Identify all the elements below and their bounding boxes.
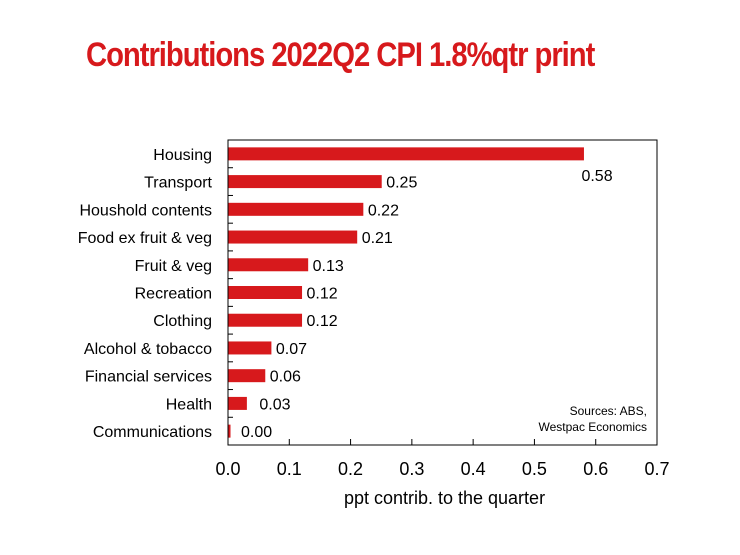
value-label: 0.00 [241,424,272,441]
x-tick-label: 0.6 [583,459,608,479]
category-label: Fruit & veg [135,258,212,275]
x-tick-label: 0.4 [461,459,486,479]
x-tick-label: 0.3 [399,459,424,479]
value-label: 0.25 [386,175,417,192]
source-note-line-1: Sources: ABS, [570,404,647,418]
value-label: 0.12 [307,286,338,303]
bar-7 [228,313,303,327]
value-label: 0.03 [259,396,290,413]
value-label: 0.12 [307,313,338,330]
category-label: Health [166,396,212,413]
bar-1 [228,147,584,161]
x-axis-label: ppt contrib. to the quarter [344,488,545,508]
x-tick-label: 0.2 [338,459,363,479]
category-label: Food ex fruit & veg [78,230,212,247]
value-label: 0.13 [313,258,344,275]
bar-4 [228,230,358,244]
bar-10 [228,396,247,410]
category-label: Clothing [153,313,212,330]
bar-3 [228,202,364,216]
bar-2 [228,175,382,189]
value-label: 0.06 [270,369,301,386]
category-label: Houshold contents [79,202,212,219]
value-label: 0.07 [276,341,307,358]
category-label: Recreation [135,286,212,303]
value-label: 0.21 [362,230,393,247]
bar-8 [228,341,272,355]
category-label: Alcohol & tobacco [84,341,212,358]
category-label: Financial services [85,369,212,386]
bar-5 [228,258,309,272]
bar-11 [228,424,231,438]
plot-area [227,139,658,446]
category-label: Communications [93,424,212,441]
bar-9 [228,369,266,383]
x-tick-label: 0.1 [277,459,302,479]
bar-6 [228,286,303,299]
value-label: 0.58 [581,168,612,185]
x-tick-label: 0.5 [522,459,547,479]
x-tick-label: 0.0 [215,459,240,479]
category-label: Transport [144,175,212,192]
value-label: 0.22 [368,202,399,219]
chart-title: Contributions 2022Q2 CPI 1.8%qtr print [86,36,595,74]
source-note-line-2: Westpac Economics [539,420,648,434]
category-label: Housing [153,147,212,164]
x-tick-label: 0.7 [644,459,669,479]
